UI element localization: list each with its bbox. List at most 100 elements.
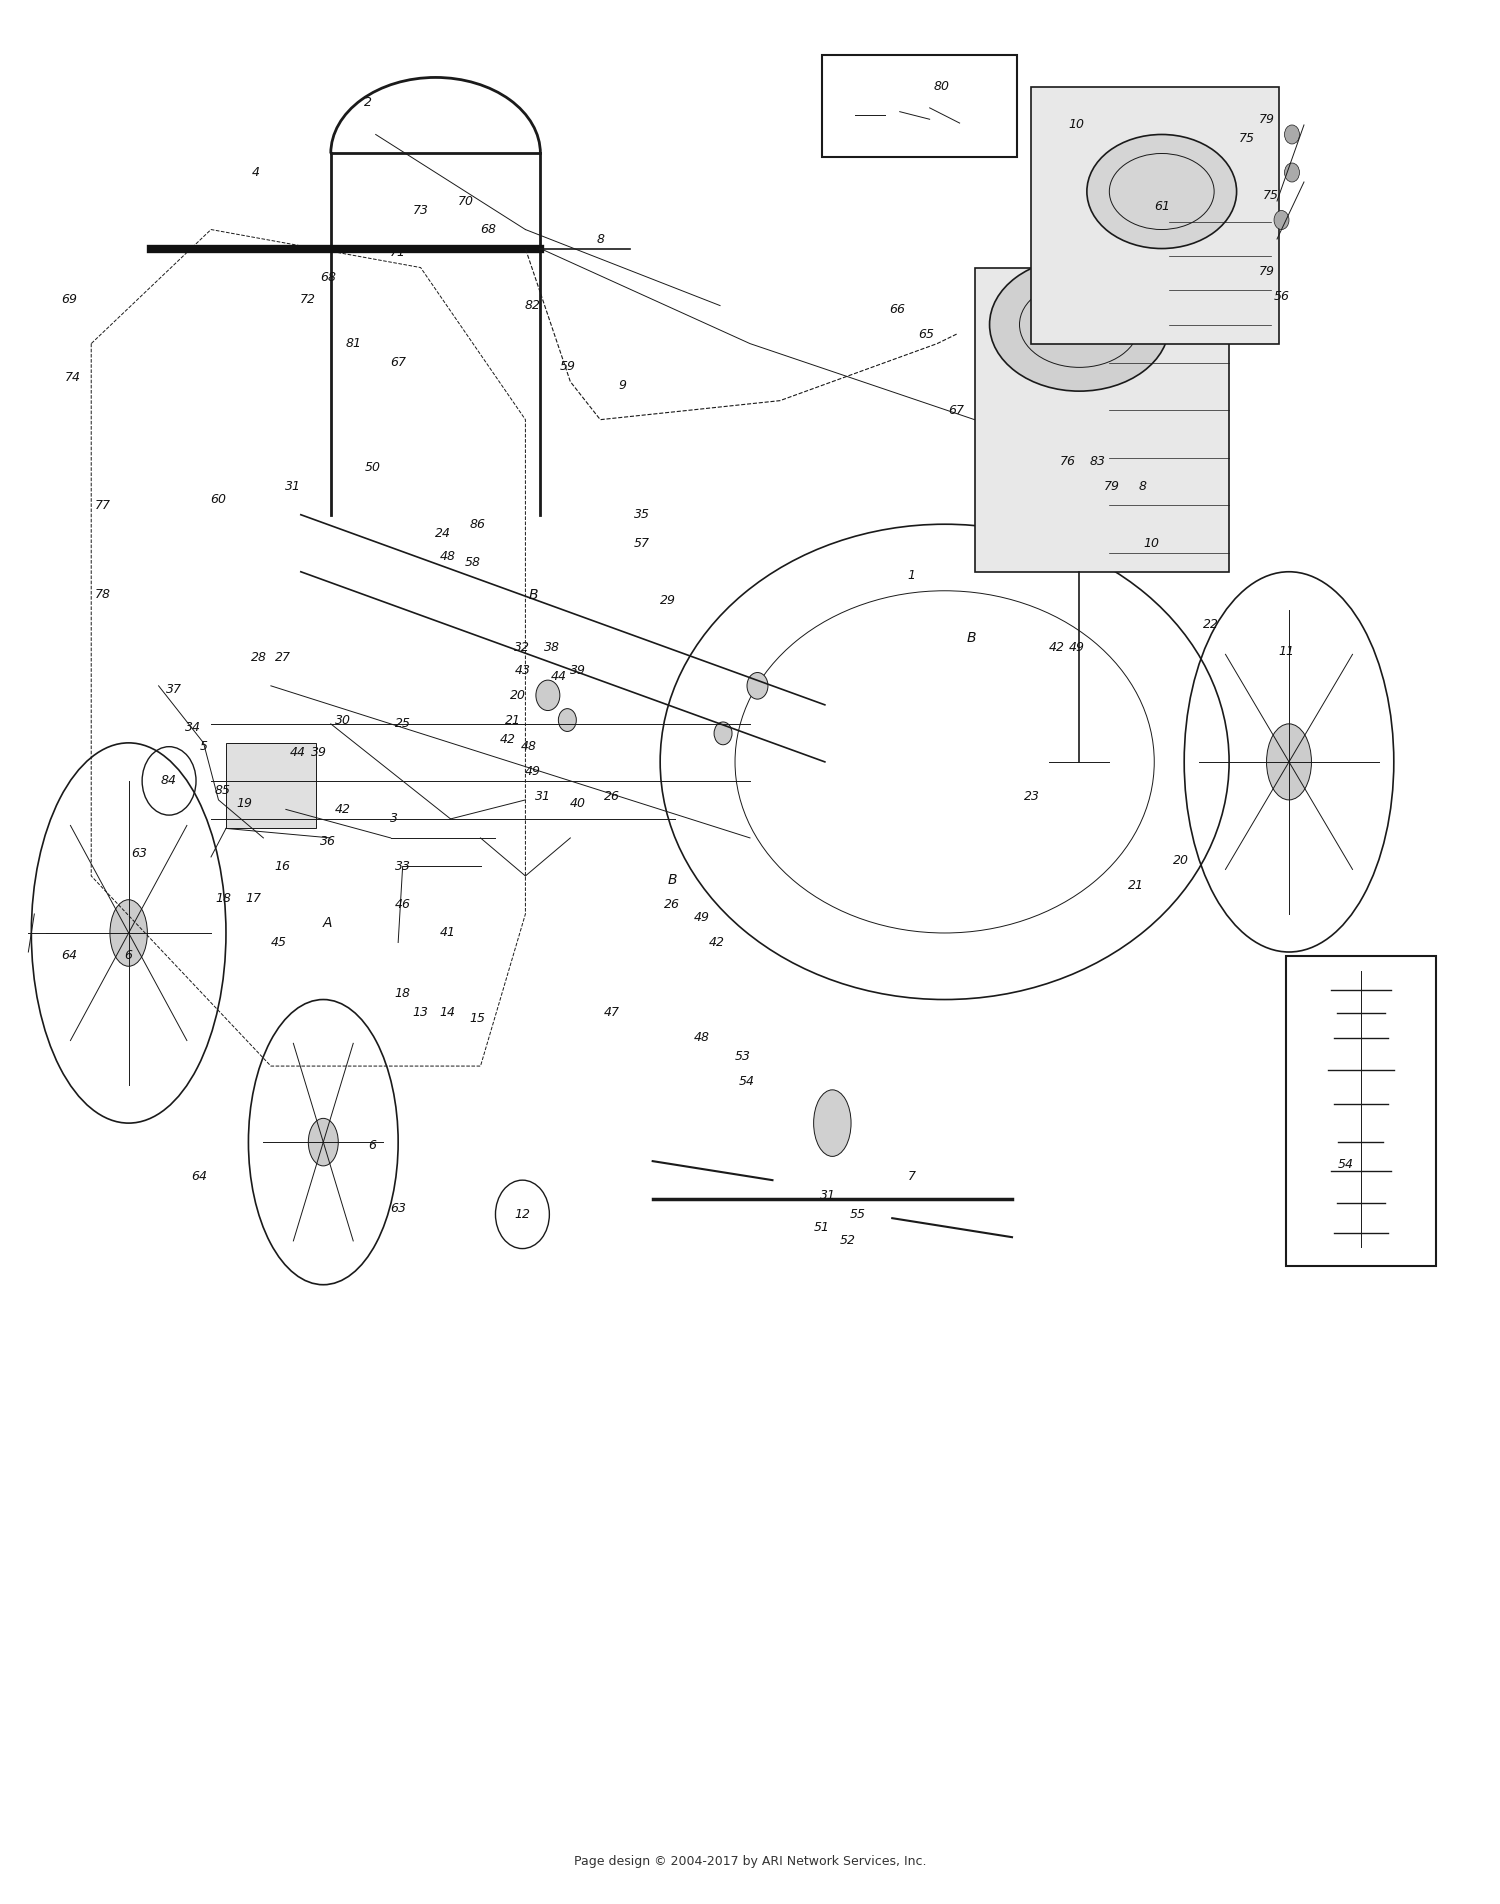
Text: 23: 23 <box>1023 790 1040 803</box>
Text: 19: 19 <box>236 798 252 811</box>
Circle shape <box>1284 164 1299 183</box>
Text: 42: 42 <box>1048 642 1065 655</box>
Text: 69: 69 <box>62 293 76 307</box>
Text: 64: 64 <box>190 1169 207 1182</box>
Text: 46: 46 <box>394 899 411 910</box>
Ellipse shape <box>990 259 1168 390</box>
Text: 18: 18 <box>394 988 411 1000</box>
Text: 79: 79 <box>1258 112 1275 126</box>
Text: 10: 10 <box>1068 118 1084 131</box>
Text: 79: 79 <box>1104 480 1120 493</box>
Text: 5: 5 <box>200 741 207 754</box>
Text: 43: 43 <box>514 664 531 678</box>
Circle shape <box>747 672 768 699</box>
Text: 41: 41 <box>440 927 456 939</box>
Text: 38: 38 <box>544 642 561 655</box>
Text: 17: 17 <box>244 893 261 904</box>
Text: 4: 4 <box>252 166 260 179</box>
Text: 24: 24 <box>435 527 451 541</box>
Text: 31: 31 <box>285 480 302 493</box>
Text: 48: 48 <box>694 1032 709 1043</box>
Text: 21: 21 <box>506 714 522 727</box>
Text: 49: 49 <box>1068 642 1084 655</box>
Text: 68: 68 <box>320 270 336 284</box>
Text: B: B <box>668 872 676 887</box>
Text: 1: 1 <box>908 569 915 583</box>
FancyBboxPatch shape <box>226 743 316 828</box>
Text: 28: 28 <box>251 651 267 664</box>
Text: 67: 67 <box>948 404 964 417</box>
Text: 70: 70 <box>458 194 474 208</box>
Text: 48: 48 <box>440 550 456 564</box>
Text: 36: 36 <box>320 836 336 847</box>
Text: 63: 63 <box>390 1201 406 1215</box>
Text: 49: 49 <box>525 765 542 779</box>
Circle shape <box>558 708 576 731</box>
Text: 18: 18 <box>214 893 231 904</box>
Text: 39: 39 <box>310 746 327 760</box>
Text: 42: 42 <box>500 733 516 746</box>
Text: 20: 20 <box>510 689 526 703</box>
Ellipse shape <box>110 901 147 965</box>
Text: 78: 78 <box>94 588 111 602</box>
Text: 40: 40 <box>570 798 586 811</box>
Text: 53: 53 <box>735 1051 750 1062</box>
Text: 15: 15 <box>470 1013 486 1024</box>
Text: 82: 82 <box>525 299 542 312</box>
Text: 85: 85 <box>214 784 231 798</box>
Text: 57: 57 <box>634 537 650 550</box>
Text: 37: 37 <box>165 684 182 697</box>
Text: 48: 48 <box>520 741 537 754</box>
Circle shape <box>1274 211 1288 230</box>
Text: 7: 7 <box>908 1169 915 1182</box>
Text: 10: 10 <box>1143 537 1160 550</box>
Text: Page design © 2004-2017 by ARI Network Services, Inc.: Page design © 2004-2017 by ARI Network S… <box>573 1854 926 1868</box>
Text: 67: 67 <box>390 356 406 369</box>
Text: 54: 54 <box>740 1074 754 1087</box>
Text: 16: 16 <box>274 861 291 872</box>
Text: 29: 29 <box>660 594 675 607</box>
Text: 58: 58 <box>465 556 482 569</box>
Text: 81: 81 <box>345 337 362 350</box>
Text: 86: 86 <box>470 518 486 531</box>
Text: 44: 44 <box>550 670 567 684</box>
Text: 55: 55 <box>850 1207 865 1220</box>
Text: 79: 79 <box>1258 265 1275 278</box>
Text: 80: 80 <box>933 80 950 93</box>
Text: 83: 83 <box>1089 455 1106 468</box>
Text: 42: 42 <box>334 803 351 817</box>
Text: A: A <box>322 916 333 931</box>
Text: 84: 84 <box>160 775 177 788</box>
Text: 27: 27 <box>274 651 291 664</box>
Text: 22: 22 <box>1203 619 1219 632</box>
Text: 8: 8 <box>1138 480 1146 493</box>
Text: 14: 14 <box>440 1007 456 1019</box>
Text: 8: 8 <box>597 232 604 246</box>
Text: 26: 26 <box>604 790 621 803</box>
Text: 42: 42 <box>710 937 724 948</box>
Text: 30: 30 <box>334 714 351 727</box>
Ellipse shape <box>813 1089 850 1156</box>
Text: 60: 60 <box>210 493 226 506</box>
FancyBboxPatch shape <box>975 268 1228 571</box>
Circle shape <box>714 722 732 744</box>
Text: 31: 31 <box>536 790 552 803</box>
Text: 11: 11 <box>1278 645 1294 659</box>
Text: 13: 13 <box>413 1007 429 1019</box>
Text: 54: 54 <box>1338 1158 1354 1171</box>
Text: B: B <box>528 588 537 602</box>
Text: 3: 3 <box>390 813 398 826</box>
Text: 72: 72 <box>300 293 316 307</box>
Text: 39: 39 <box>570 664 586 678</box>
Text: 31: 31 <box>821 1188 836 1201</box>
Text: 26: 26 <box>664 899 680 910</box>
Ellipse shape <box>309 1118 339 1165</box>
Text: 9: 9 <box>618 379 627 392</box>
Text: 44: 44 <box>290 746 306 760</box>
Text: 61: 61 <box>1154 200 1170 213</box>
Text: 2: 2 <box>364 95 372 109</box>
Text: 74: 74 <box>66 371 81 385</box>
Circle shape <box>536 680 560 710</box>
Text: 56: 56 <box>1274 289 1290 303</box>
FancyBboxPatch shape <box>1032 88 1278 343</box>
